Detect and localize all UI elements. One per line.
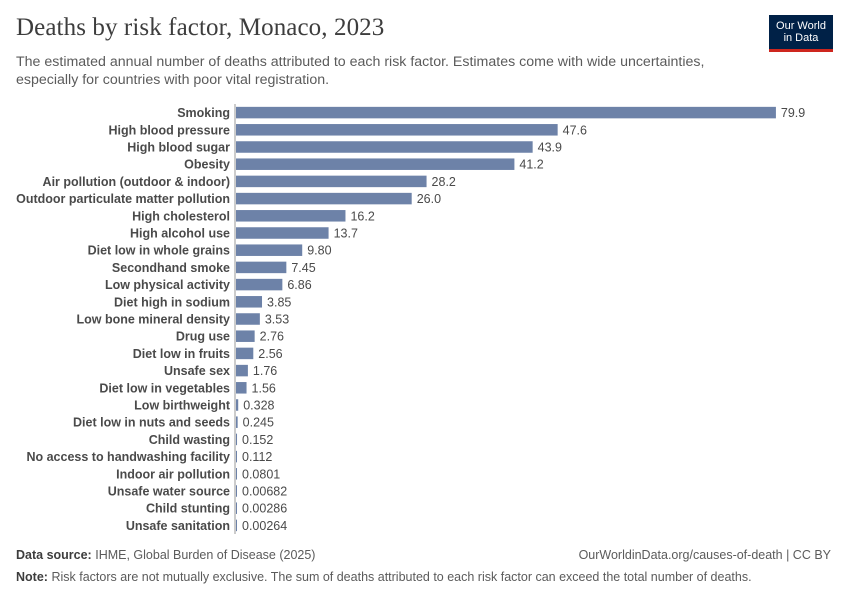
bar[interactable]: [236, 399, 239, 411]
category-label: Smoking: [177, 106, 230, 120]
category-label: Indoor air pollution: [116, 467, 230, 481]
data-source-link[interactable]: IHME, Global Burden of Disease (2025): [95, 548, 316, 562]
category-label: Diet low in fruits: [133, 347, 230, 361]
category-label: Diet low in nuts and seeds: [73, 416, 230, 430]
bar[interactable]: [236, 141, 533, 153]
category-label: Unsafe sanitation: [126, 519, 230, 533]
note-label: Note:: [16, 570, 48, 584]
bar[interactable]: [236, 433, 238, 446]
value-label: 79.9: [781, 106, 805, 120]
category-label: Diet low in vegetables: [99, 381, 230, 395]
category-label: Obesity: [184, 158, 230, 172]
category-label: Low birthweight: [134, 399, 231, 413]
logo-line-1: Our World: [776, 20, 826, 32]
bar[interactable]: [236, 296, 263, 308]
bar[interactable]: [236, 364, 248, 377]
category-label: Air pollution (outdoor & indoor): [43, 175, 230, 189]
value-label: 0.00264: [242, 519, 287, 533]
category-label: No access to handwashing facility: [26, 450, 230, 464]
logo-line-2: in Data: [783, 32, 819, 44]
category-label: Low bone mineral density: [77, 313, 231, 327]
bar[interactable]: [236, 158, 515, 170]
bar[interactable]: [236, 261, 287, 274]
chart-subtitle: The estimated annual number of deaths at…: [16, 54, 705, 88]
note-text: Risk factors are not mutually exclusive.…: [51, 570, 752, 584]
value-label: 9.80: [307, 244, 331, 258]
category-label: High alcohol use: [130, 227, 230, 241]
bar[interactable]: [236, 175, 427, 188]
value-label: 2.76: [260, 330, 284, 344]
value-label: 0.00286: [242, 502, 287, 516]
bar[interactable]: [236, 416, 238, 428]
category-label: Child stunting: [146, 502, 230, 516]
category-label: Low physical activity: [105, 278, 230, 292]
value-label: 2.56: [258, 347, 282, 361]
value-label: 28.2: [432, 175, 456, 189]
value-label: 1.76: [253, 364, 277, 378]
data-source-label: Data source:: [16, 548, 92, 562]
value-label: 3.85: [267, 295, 291, 309]
bar-chart: Smoking 79.9 High blood pressure 47.6 High b…: [16, 104, 805, 534]
bar[interactable]: [236, 106, 776, 119]
category-label: Diet low in whole grains: [88, 244, 230, 258]
category-label: Drug use: [176, 330, 230, 344]
value-label: 13.7: [334, 227, 358, 241]
data-source: Data source: IHME, Global Burden of Dise…: [16, 548, 315, 562]
value-label: 26.0: [417, 192, 441, 206]
bar[interactable]: [236, 192, 412, 205]
value-label: 1.56: [252, 381, 276, 395]
bar[interactable]: [236, 347, 254, 360]
bar[interactable]: [236, 382, 247, 394]
value-label: 3.53: [265, 313, 289, 327]
category-label: Diet high in sodium: [114, 295, 230, 309]
bar[interactable]: [236, 278, 283, 291]
category-label: Unsafe water source: [108, 485, 230, 499]
value-label: 0.328: [243, 399, 274, 413]
category-label: Outdoor particulate matter pollution: [16, 192, 230, 206]
value-label: 41.2: [519, 158, 543, 172]
value-label: 16.2: [350, 209, 374, 223]
value-label: 0.112: [242, 450, 272, 464]
owid-logo[interactable]: Our World in Data: [769, 15, 833, 52]
chart-note: Note: Risk factors are not mutually excl…: [16, 570, 752, 584]
category-label: Secondhand smoke: [112, 261, 230, 275]
bar[interactable]: [236, 330, 255, 342]
category-label: High blood sugar: [127, 141, 230, 155]
source-url[interactable]: OurWorldinData.org/causes-of-death | CC …: [578, 548, 831, 562]
category-label: High cholesterol: [132, 209, 230, 223]
value-label: 6.86: [287, 278, 311, 292]
bar[interactable]: [236, 519, 237, 532]
category-label: High blood pressure: [108, 123, 230, 137]
value-label: 43.9: [538, 141, 562, 155]
chart-title: Deaths by risk factor, Monaco, 2023: [16, 14, 385, 41]
value-label: 0.0801: [242, 467, 280, 481]
bar[interactable]: [236, 313, 260, 325]
value-label: 7.45: [291, 261, 315, 275]
bar[interactable]: [236, 468, 237, 480]
bar[interactable]: [236, 244, 303, 256]
value-label: 0.00682: [242, 485, 287, 499]
bar[interactable]: [236, 450, 237, 463]
value-label: 0.152: [242, 433, 273, 447]
category-label: Child wasting: [149, 433, 230, 447]
bar[interactable]: [236, 227, 329, 239]
category-label: Unsafe sex: [164, 364, 230, 378]
value-label: 47.6: [563, 123, 587, 137]
bar[interactable]: [236, 210, 346, 222]
value-label: 0.245: [243, 416, 274, 430]
bar[interactable]: [236, 124, 558, 136]
bar[interactable]: [236, 485, 237, 497]
bar[interactable]: [236, 502, 237, 514]
